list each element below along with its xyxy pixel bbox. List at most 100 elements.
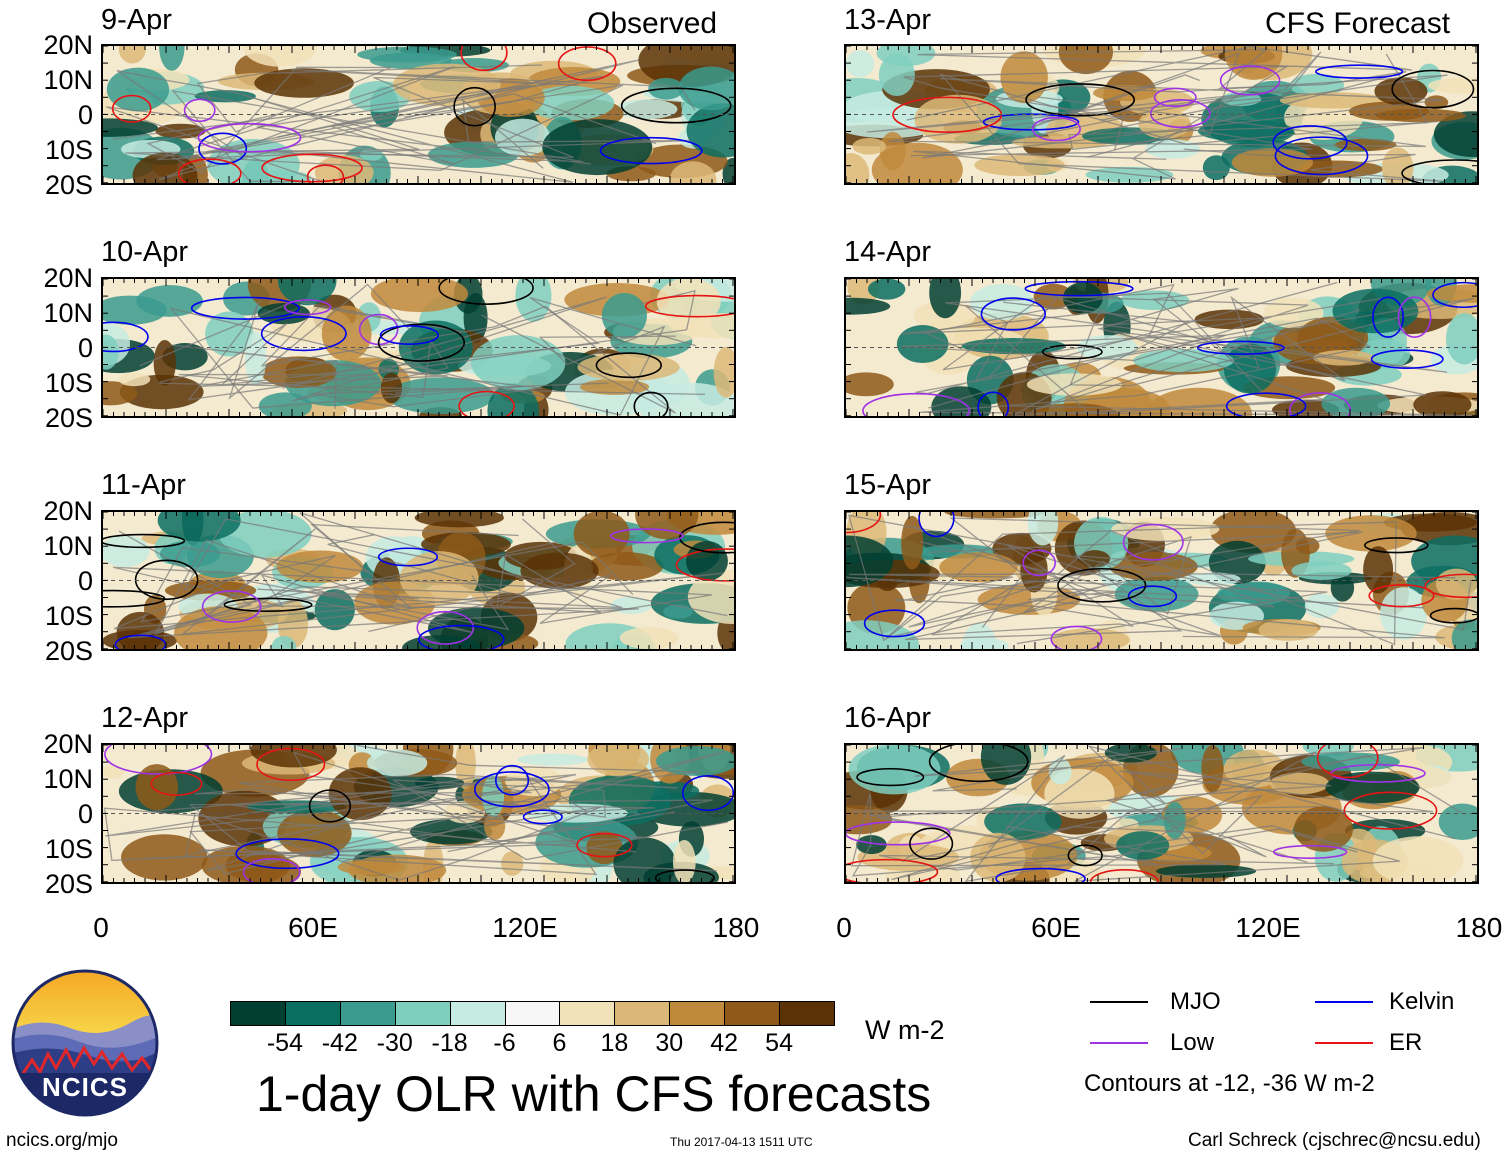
wave-contour xyxy=(595,352,662,379)
wave-contour xyxy=(609,528,684,544)
panel-date: 15-Apr xyxy=(844,469,932,501)
wave-contour xyxy=(198,132,248,165)
wave-contour xyxy=(1368,584,1435,608)
panel-date: 10-Apr xyxy=(101,236,189,268)
colorbar-tick-label: -30 xyxy=(376,1029,413,1057)
legend-line-low xyxy=(1090,1042,1148,1044)
lon-label: 180 xyxy=(712,912,760,943)
wave-contour xyxy=(980,297,1046,331)
coastline xyxy=(116,69,624,172)
lat-label: 10S xyxy=(44,601,93,631)
olr-anomaly-blob xyxy=(1062,282,1103,314)
wave-contour xyxy=(223,597,313,612)
coastline xyxy=(846,554,1425,641)
olr-anomaly-blob xyxy=(174,606,268,649)
olr-anomaly-blob xyxy=(1348,101,1429,121)
olr-anomaly-blob xyxy=(1187,572,1241,586)
olr-anomaly-blob xyxy=(846,805,893,835)
wave-contour xyxy=(416,610,475,645)
olr-panel-12-apr xyxy=(101,743,736,884)
coastline xyxy=(987,287,1346,382)
olr-anomaly-blob xyxy=(867,279,906,300)
wave-contour xyxy=(863,609,926,638)
wave-contour xyxy=(134,559,199,601)
colorbar-swatch xyxy=(394,1001,451,1026)
colorbar-swatch xyxy=(339,1001,396,1026)
olr-anomaly-blob xyxy=(1301,752,1400,772)
wave-contour xyxy=(1196,340,1285,355)
colorbar-swatch xyxy=(284,1001,341,1026)
olr-anomaly-blob xyxy=(878,53,915,97)
olr-panel-15-apr xyxy=(844,510,1479,651)
olr-anomaly-blob xyxy=(1426,284,1477,303)
lat-label: 20S xyxy=(44,170,93,200)
olr-anomaly-blob xyxy=(846,372,894,397)
olr-anomaly-blob xyxy=(846,153,870,183)
wave-contour xyxy=(995,867,1086,882)
coastline xyxy=(851,792,1358,877)
wave-contour xyxy=(103,533,186,549)
coastline xyxy=(901,754,1466,882)
olr-anomaly-blob xyxy=(1321,387,1391,416)
olr-anomaly-blob xyxy=(1445,313,1477,365)
coastline xyxy=(847,514,1472,642)
olr-panel-14-apr xyxy=(844,277,1479,418)
colorbar-swatch xyxy=(669,1001,726,1026)
olr-anomaly-blob xyxy=(1428,77,1477,94)
wave-contour xyxy=(1127,585,1178,608)
olr-anomaly-blob xyxy=(1325,515,1417,552)
olr-anomaly-blob xyxy=(1223,343,1277,394)
wave-contour xyxy=(1429,607,1477,624)
olr-anomaly-blob xyxy=(1145,139,1200,159)
olr-anomaly-blob xyxy=(153,340,176,386)
olr-anomaly-blob xyxy=(254,68,354,98)
lat-label: 0 xyxy=(77,100,93,130)
lat-label: 10N xyxy=(43,65,93,95)
forecast-header: CFS Forecast xyxy=(1265,7,1451,40)
coastline xyxy=(891,745,1456,881)
olr-anomaly-blob xyxy=(1201,745,1224,793)
coastline xyxy=(140,518,602,637)
olr-anomaly-blob xyxy=(366,749,428,777)
panel-date: 14-Apr xyxy=(844,236,932,268)
lat-label: 20S xyxy=(44,869,93,899)
olr-anomaly-blob xyxy=(980,745,1032,785)
footer-url[interactable]: ncics.org/mjo xyxy=(6,1130,118,1151)
wave-contour xyxy=(150,771,203,796)
panel-date: 13-Apr xyxy=(844,4,932,36)
olr-anomaly-blob xyxy=(619,626,679,649)
wave-contour xyxy=(256,747,326,782)
wave-contour xyxy=(846,512,882,534)
footer-timestamp: Thu 2017-04-13 1511 UTC xyxy=(670,1135,813,1149)
legend-label-mjo: MJO xyxy=(1170,988,1221,1015)
lon-label: 180 xyxy=(1455,912,1503,943)
colorbar-tick-label: 54 xyxy=(765,1029,793,1057)
colorbar-swatch xyxy=(614,1001,671,1026)
olr-anomaly-blob xyxy=(205,311,254,357)
olr-anomaly-blob xyxy=(1294,806,1354,852)
lat-label: 20N xyxy=(43,496,93,526)
olr-anomaly-blob xyxy=(1438,803,1477,841)
wave-contour xyxy=(977,391,1010,416)
wave-contour xyxy=(1364,537,1429,554)
wave-contour xyxy=(1067,844,1103,867)
wave-contour xyxy=(104,745,213,775)
wave-contour xyxy=(1397,296,1432,338)
logo-text: NCICS xyxy=(42,1072,128,1102)
wave-contour xyxy=(1122,523,1184,561)
coastline xyxy=(112,566,713,634)
wave-contour xyxy=(1401,159,1477,183)
wave-contour xyxy=(1372,296,1404,338)
wave-contour xyxy=(522,809,563,825)
wave-contour xyxy=(856,767,925,787)
colorbar-tick-label: 42 xyxy=(710,1029,739,1057)
olr-anomaly-blob xyxy=(939,552,1018,583)
olr-anomaly-blob xyxy=(577,353,680,382)
wave-contour xyxy=(283,299,332,316)
olr-anomaly-blob xyxy=(944,512,1048,519)
olr-anomaly-blob xyxy=(970,284,1034,321)
olr-anomaly-blob xyxy=(103,535,150,568)
olr-anomaly-blob xyxy=(157,512,241,542)
wave-contour xyxy=(438,279,534,305)
wave-contour xyxy=(377,547,438,567)
